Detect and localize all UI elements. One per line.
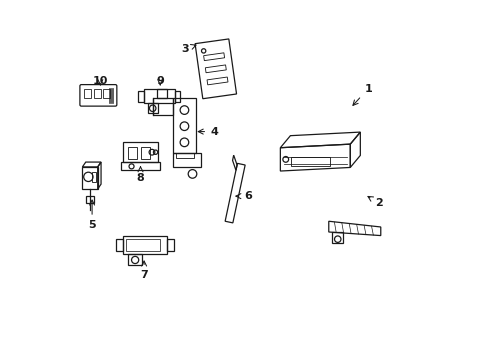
Text: 10: 10 [92, 76, 108, 86]
Text: 4: 4 [198, 127, 218, 136]
Text: 5: 5 [88, 200, 96, 230]
Text: 6: 6 [235, 191, 251, 201]
Text: 9: 9 [156, 76, 164, 86]
Text: 3: 3 [181, 44, 196, 54]
Text: 7: 7 [140, 261, 148, 280]
Text: 1: 1 [352, 84, 371, 105]
Text: 2: 2 [367, 197, 382, 208]
Text: 8: 8 [136, 167, 144, 183]
